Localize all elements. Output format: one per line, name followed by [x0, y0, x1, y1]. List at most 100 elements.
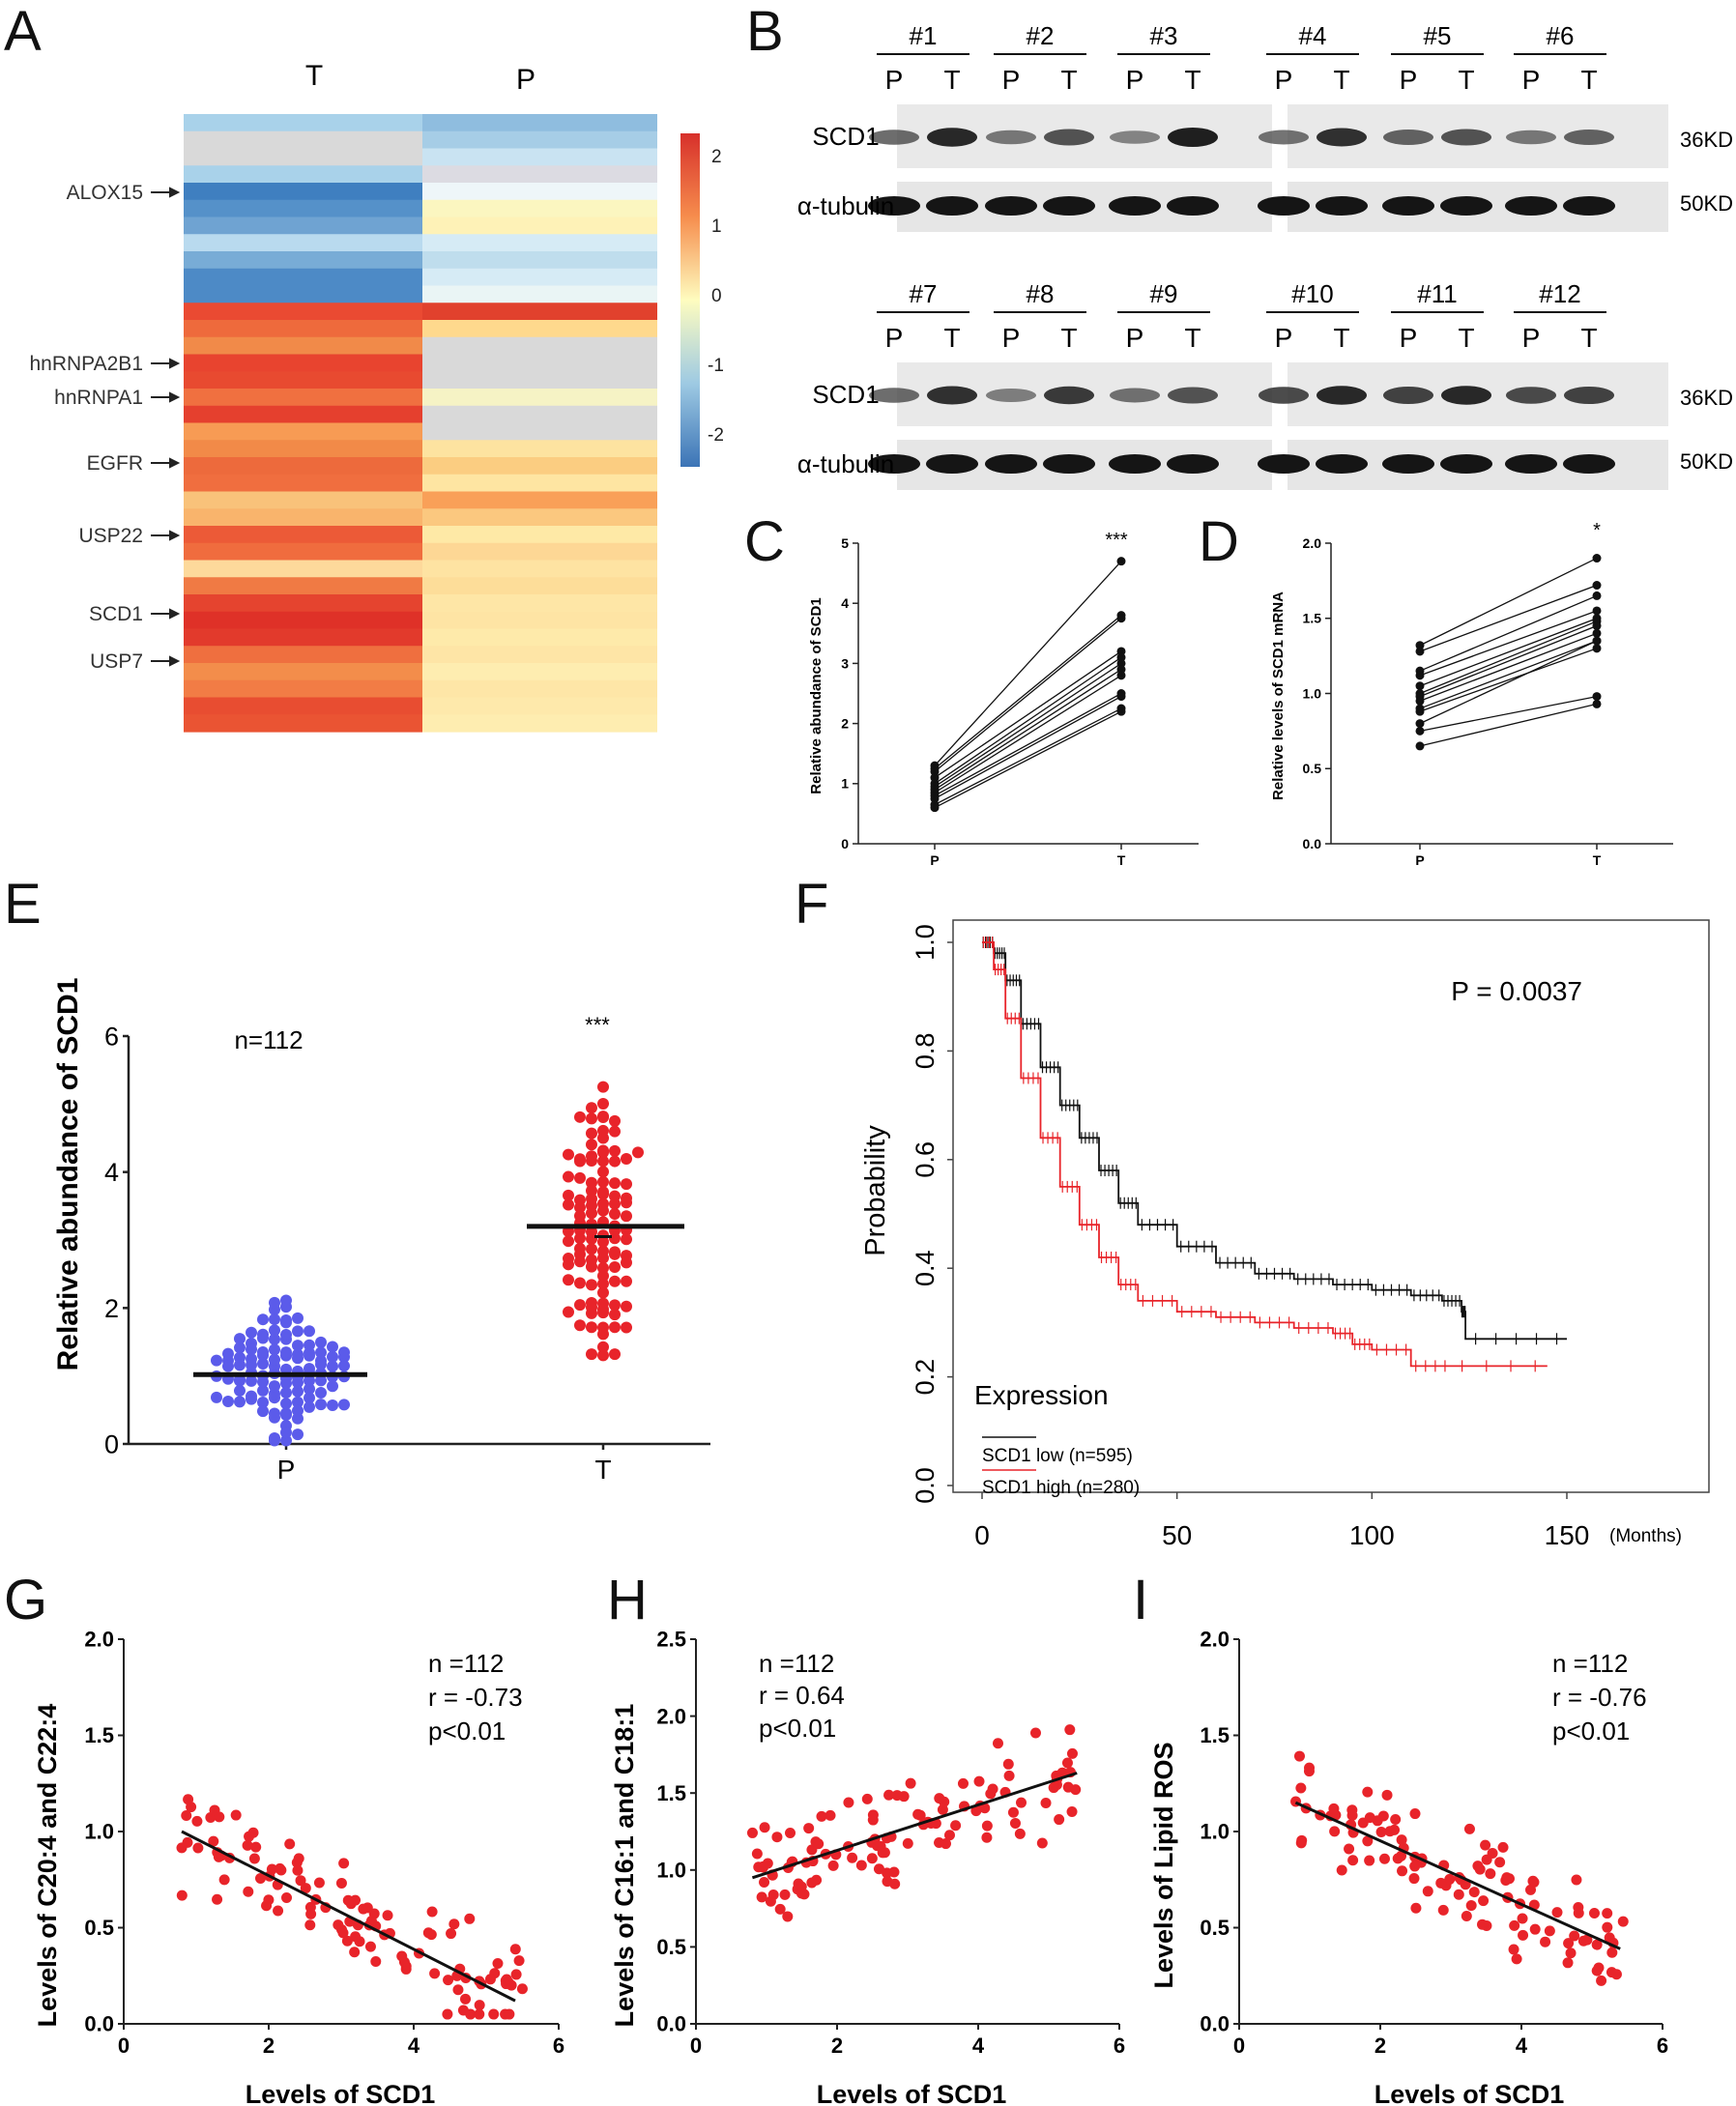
panel-g-ylabel: Levels of C20:4 and C22:4	[33, 1704, 62, 2028]
x-tick-label: 4	[1516, 2034, 1528, 2058]
scatter-point	[756, 1891, 767, 1903]
blot-band-scd1	[869, 130, 919, 145]
scatter-point	[1003, 1770, 1015, 1781]
panel-i-ylabel: Levels of Lipid ROS	[1149, 1742, 1178, 1988]
swarm-point	[609, 1321, 621, 1334]
heatmap-cell-t	[184, 183, 422, 201]
scatter-point	[504, 2008, 515, 2020]
y-tick-label: 2	[104, 1294, 119, 1323]
swarm-point	[315, 1346, 327, 1359]
gene-label-hnrnpa1: hnRNPA1	[54, 387, 143, 409]
swarm-point	[609, 1275, 621, 1287]
swarm-point	[222, 1360, 234, 1372]
swarm-point	[315, 1374, 327, 1387]
x-tick-label: P	[277, 1455, 296, 1485]
blot-band-tubulin	[1167, 454, 1219, 474]
swarm-point	[257, 1313, 269, 1326]
heatmap-cell-t	[184, 714, 422, 733]
y-tick-label: 3	[841, 655, 849, 671]
blot-lane-t: T	[1184, 65, 1201, 95]
paired-line	[934, 669, 1122, 791]
y-tick-label: 1.0	[1303, 685, 1322, 701]
swarm-point	[609, 1261, 621, 1274]
paired-line	[1419, 618, 1598, 687]
swarm-point	[586, 1112, 597, 1125]
swarm-point	[574, 1255, 586, 1268]
blot-lane-t: T	[1060, 65, 1077, 95]
swarm-point	[574, 1232, 586, 1245]
scatter-point	[1511, 1953, 1522, 1965]
km-curve-low	[982, 941, 1567, 1341]
heatmap-cell-p	[422, 320, 657, 338]
blot-band-tubulin	[1043, 454, 1095, 474]
scatter-point	[1437, 1904, 1449, 1916]
scatter-point	[1461, 1910, 1472, 1921]
swarm-point	[574, 1299, 586, 1312]
scatter-point	[779, 1889, 791, 1900]
scatter-point	[208, 1835, 219, 1847]
scatter-point	[364, 1941, 376, 1952]
heatmap-cell-t	[184, 594, 422, 613]
y-tick-label: 0.5	[1303, 761, 1322, 776]
heatmap-cell-t	[184, 320, 422, 338]
blot-band-tubulin	[985, 454, 1037, 474]
scatter-point	[248, 1853, 260, 1864]
panel-f-kaplan-meier: Probability P = 0.0037 Expression SCD1 l…	[860, 919, 1710, 1550]
swarm-point	[257, 1375, 269, 1388]
scatter-point	[295, 1875, 306, 1887]
blot-lane-p: P	[1522, 65, 1541, 95]
swarm-point	[563, 1306, 574, 1318]
x-tick-label: 4	[408, 2034, 420, 2058]
paired-line	[1419, 632, 1598, 702]
scatter-point	[803, 1823, 815, 1834]
heatmap-cell-t	[184, 526, 422, 544]
blot-lane-t: T	[1060, 323, 1077, 353]
swarm-point	[597, 1186, 609, 1198]
scatter-point	[1551, 1907, 1563, 1918]
y-tick-label: 1.0	[656, 1859, 686, 1883]
swarm-point	[280, 1398, 292, 1410]
y-tick-label: 0.5	[1200, 1916, 1230, 1940]
blot-band-scd1	[1316, 128, 1367, 147]
swarm-point	[292, 1312, 304, 1324]
y-tick-label: 4	[841, 595, 849, 611]
scatter-point	[284, 1838, 296, 1850]
scatter-point	[218, 1874, 230, 1886]
swarm-point	[280, 1387, 292, 1399]
scatter-point	[883, 1789, 895, 1801]
heatmap-cell-t	[184, 611, 422, 630]
swarm-point	[621, 1192, 632, 1204]
scatter-point	[882, 1867, 893, 1879]
blot-lane-t: T	[1458, 65, 1474, 95]
scatter-point	[425, 1929, 437, 1941]
paired-point-t	[1592, 692, 1602, 702]
scatter-point	[1478, 1895, 1490, 1907]
scatter-point	[474, 2008, 485, 2020]
scatter-point	[1375, 1826, 1387, 1837]
panel-g-scatter: Levels of C20:4 and C22:4 Levels of SCD1…	[33, 1628, 564, 2106]
blot-lane-p: P	[1400, 323, 1418, 353]
blot-band-tubulin	[1258, 454, 1310, 474]
swarm-point	[269, 1324, 280, 1337]
swarm-point	[574, 1111, 586, 1123]
swarm-point	[574, 1194, 586, 1206]
y-tick-label: 0	[841, 836, 849, 851]
swarm-point	[280, 1346, 292, 1359]
swarm-point	[597, 1307, 609, 1319]
paired-point-p	[1415, 696, 1425, 706]
scatter-point	[443, 1975, 454, 1986]
scatter-point	[1500, 1874, 1512, 1886]
scatter-point	[1364, 1812, 1375, 1824]
heatmap-cell-t	[184, 148, 422, 166]
heatmap-cell-t	[184, 422, 422, 441]
swarm-point	[269, 1434, 280, 1447]
scatter-point	[816, 1810, 827, 1822]
heatmap-gene-labels: ALOX15 hnRNPA2B1 hnRNPA1 EGFR USP22 SCD1…	[29, 182, 143, 673]
panel-letter-h: H	[607, 1569, 648, 1631]
swarm-point	[269, 1296, 280, 1309]
heatmap-cell-t	[184, 560, 422, 578]
scatter-point	[448, 1918, 460, 1930]
heatmap-cell-p	[422, 560, 657, 578]
blot-band-tubulin	[1167, 196, 1219, 216]
blot-band-scd1	[1564, 130, 1614, 145]
